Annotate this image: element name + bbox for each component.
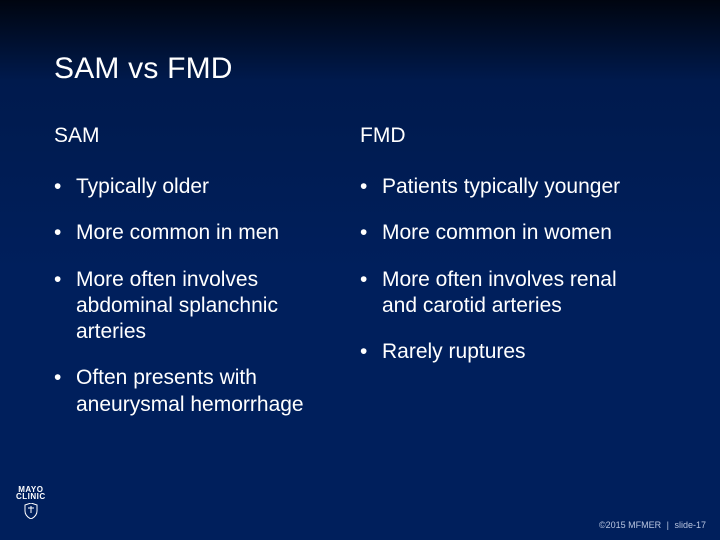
slide-title: SAM vs FMD — [54, 52, 666, 86]
list-item: More often involves abdominal splanchnic… — [54, 267, 334, 346]
list-item: Often presents with aneurysmal hemorrhag… — [54, 365, 334, 418]
mayo-clinic-logo: MAYO CLINIC — [16, 487, 46, 522]
right-column: FMD Patients typically younger More comm… — [360, 124, 666, 438]
copyright-text: ©2015 MFMER — [599, 520, 661, 530]
two-column-layout: SAM Typically older More common in men M… — [54, 124, 666, 438]
left-column-header: SAM — [54, 124, 360, 148]
left-bullet-list: Typically older More common in men More … — [54, 174, 360, 418]
list-item: Rarely ruptures — [360, 339, 640, 365]
list-item: Typically older — [54, 174, 334, 200]
list-item: Patients typically younger — [360, 174, 640, 200]
list-item: More common in men — [54, 220, 334, 246]
list-item: More often involves renal and carotid ar… — [360, 267, 640, 320]
slide-number: slide-17 — [674, 520, 706, 530]
left-column: SAM Typically older More common in men M… — [54, 124, 360, 438]
right-column-header: FMD — [360, 124, 666, 148]
footer-text: ©2015 MFMER | slide-17 — [599, 520, 706, 530]
logo-line2: CLINIC — [16, 494, 46, 501]
separator: | — [667, 520, 669, 530]
shield-icon — [24, 503, 38, 522]
right-bullet-list: Patients typically younger More common i… — [360, 174, 666, 365]
list-item: More common in women — [360, 220, 640, 246]
slide-container: SAM vs FMD SAM Typically older More comm… — [0, 0, 720, 540]
